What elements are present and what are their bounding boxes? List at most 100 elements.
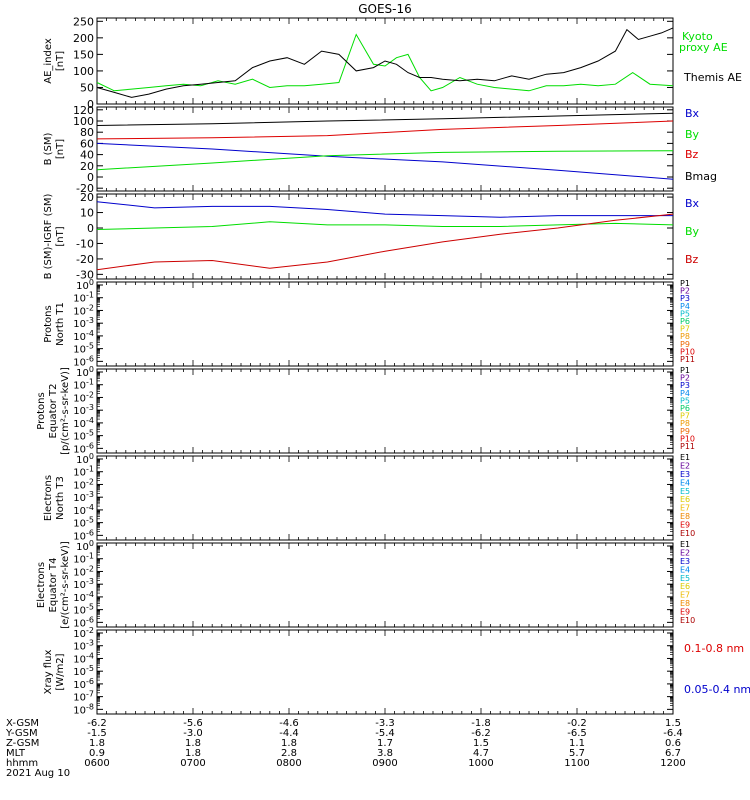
legend-p4: P4 (680, 389, 690, 398)
y-tick-label: 10-2 (73, 564, 94, 578)
legend-bz: Bz (685, 253, 699, 266)
y-tick-label: 0 (87, 171, 94, 184)
legend-p2: P2 (680, 287, 690, 296)
series-line-themis-ae (96, 27, 674, 98)
ephemeris-value: 4.7 (473, 748, 489, 759)
y-tick-label: 80 (80, 126, 94, 139)
y-tick-label: 0 (87, 98, 94, 111)
y-tick-label: 10-1 (73, 465, 94, 479)
y-tick-label: 100 (76, 278, 94, 292)
ephemeris-value: 0700 (180, 758, 205, 769)
y-tick-label: 10-7 (73, 690, 94, 704)
ephemeris-value: 3.8 (377, 748, 393, 759)
legend-by: By (685, 225, 700, 238)
panel-dbsm: -30 -20 -10 0 10 20 B (SM)-IGRF (SM) [nT] Bx By Bz (43, 191, 700, 281)
y-tick-label: 10-2 (73, 626, 94, 640)
legend-e1: E1 (680, 453, 690, 462)
y-tick-label: 150 (73, 48, 94, 61)
y-axis-label: [p/(cm²-s-sr-keV)] (60, 367, 71, 455)
series-line-bz (96, 213, 674, 271)
y-tick-label: 100 (76, 539, 94, 553)
ephemeris-value: 1.7 (377, 738, 393, 749)
y-tick-label: 20 (80, 160, 94, 173)
ephemeris-value: -5.4 (375, 728, 395, 739)
y-tick-label: -30 (76, 268, 94, 281)
ephemeris-value: -4.6 (279, 718, 299, 729)
y-tick-label: -20 (76, 253, 94, 266)
legend-e9: E9 (680, 608, 690, 617)
legend-xray-short: 0.05-0.4 nm (684, 683, 750, 696)
legend-bz: Bz (685, 148, 699, 161)
ephemeris-value: -0.2 (567, 718, 587, 729)
y-tick-label: 10-4 (73, 416, 94, 430)
y-tick-label: 10-4 (73, 590, 94, 604)
legend-p11: P11 (680, 442, 695, 451)
legend-p8: P8 (680, 332, 690, 341)
y-tick-label: 10-3 (73, 316, 94, 330)
y-tick-label: 10-6 (73, 441, 94, 455)
series-line-bmag (96, 112, 674, 126)
ephemeris-value: 1200 (660, 758, 685, 769)
series-line-bx (96, 142, 674, 180)
panel-xray: Xray flux [W/m2] 0.1-0.8 nm 0.05-0.4 nm (43, 629, 750, 715)
legend-e8: E8 (680, 599, 690, 608)
y-tick-label: 10-4 (73, 503, 94, 517)
series-line-by (96, 150, 674, 171)
ephemeris-date: 2021 Aug 10 (6, 768, 70, 779)
series-line-bz (96, 120, 674, 140)
legend-p5: P5 (680, 309, 690, 318)
ephemeris-value: 1.5 (665, 718, 681, 729)
y-tick-label: 10-5 (73, 429, 94, 443)
y-tick-label: 10-3 (73, 577, 94, 591)
y-tick-label: 10-2 (73, 390, 94, 404)
y-axis-label: [nT] (55, 51, 66, 71)
ephemeris-value: -5.6 (183, 718, 203, 729)
ephemeris-value: 1000 (468, 758, 493, 769)
y-axis-label: Equator T2 (48, 384, 59, 439)
legend-e6: E6 (680, 495, 690, 504)
y-tick-label: 10-5 (73, 516, 94, 530)
ephemeris-value: 0900 (372, 758, 397, 769)
ephemeris-value: 1.8 (89, 738, 105, 749)
ephemeris-value: -1.8 (471, 718, 491, 729)
y-axis-label: [nT] (55, 226, 66, 246)
ephemeris-value: 1.8 (185, 748, 201, 759)
ephemeris-label: hhmm (6, 758, 38, 769)
y-tick-label: 10-4 (73, 651, 94, 665)
legend-p3: P3 (680, 381, 690, 390)
y-axis-label: Protons (36, 392, 47, 429)
y-tick-label: 10-6 (73, 354, 94, 368)
legend-xray-long: 0.1-0.8 nm (684, 642, 744, 655)
y-tick-label: 100 (76, 365, 94, 379)
y-axis-label: Electrons (36, 562, 47, 608)
legend-e2: E2 (680, 461, 690, 470)
panel-frame (96, 629, 674, 715)
ephemeris-value: 0.9 (89, 748, 105, 759)
legend-p6: P6 (680, 404, 690, 413)
y-axis-label: [e/(cm²-s-sr-keV)] (60, 541, 71, 629)
panel-ee: Electrons Equator T4 [e/(cm²-s-sr-keV)] E1E… (36, 540, 695, 629)
y-tick-label: 10-3 (73, 639, 94, 653)
ephemeris-label: Y-GSM (5, 728, 38, 739)
ephemeris-value: -6.5 (567, 728, 587, 739)
legend-e10: E10 (680, 616, 695, 625)
legend-e4: E4 (680, 565, 690, 574)
series-line-kyoto (96, 33, 674, 92)
legend-p7: P7 (680, 325, 690, 334)
y-tick-label: 20 (80, 191, 94, 204)
legend-e3: E3 (680, 470, 690, 479)
legend-e3: E3 (680, 557, 690, 566)
ephemeris-value: 2.8 (281, 748, 297, 759)
y-tick-label: 10-1 (73, 378, 94, 392)
y-tick-label: 50 (80, 81, 94, 94)
legend-p9: P9 (680, 340, 690, 349)
y-tick-label: 40 (80, 149, 94, 162)
ephemeris-value: 5.7 (569, 748, 585, 759)
legend-proxy-ae: proxy AE (679, 41, 728, 54)
ephemeris-value: -6.4 (663, 728, 683, 739)
legend-themis-ae: Themis AE (683, 71, 742, 84)
legend-p10: P10 (680, 347, 695, 356)
y-tick-label: 0 (87, 222, 94, 235)
